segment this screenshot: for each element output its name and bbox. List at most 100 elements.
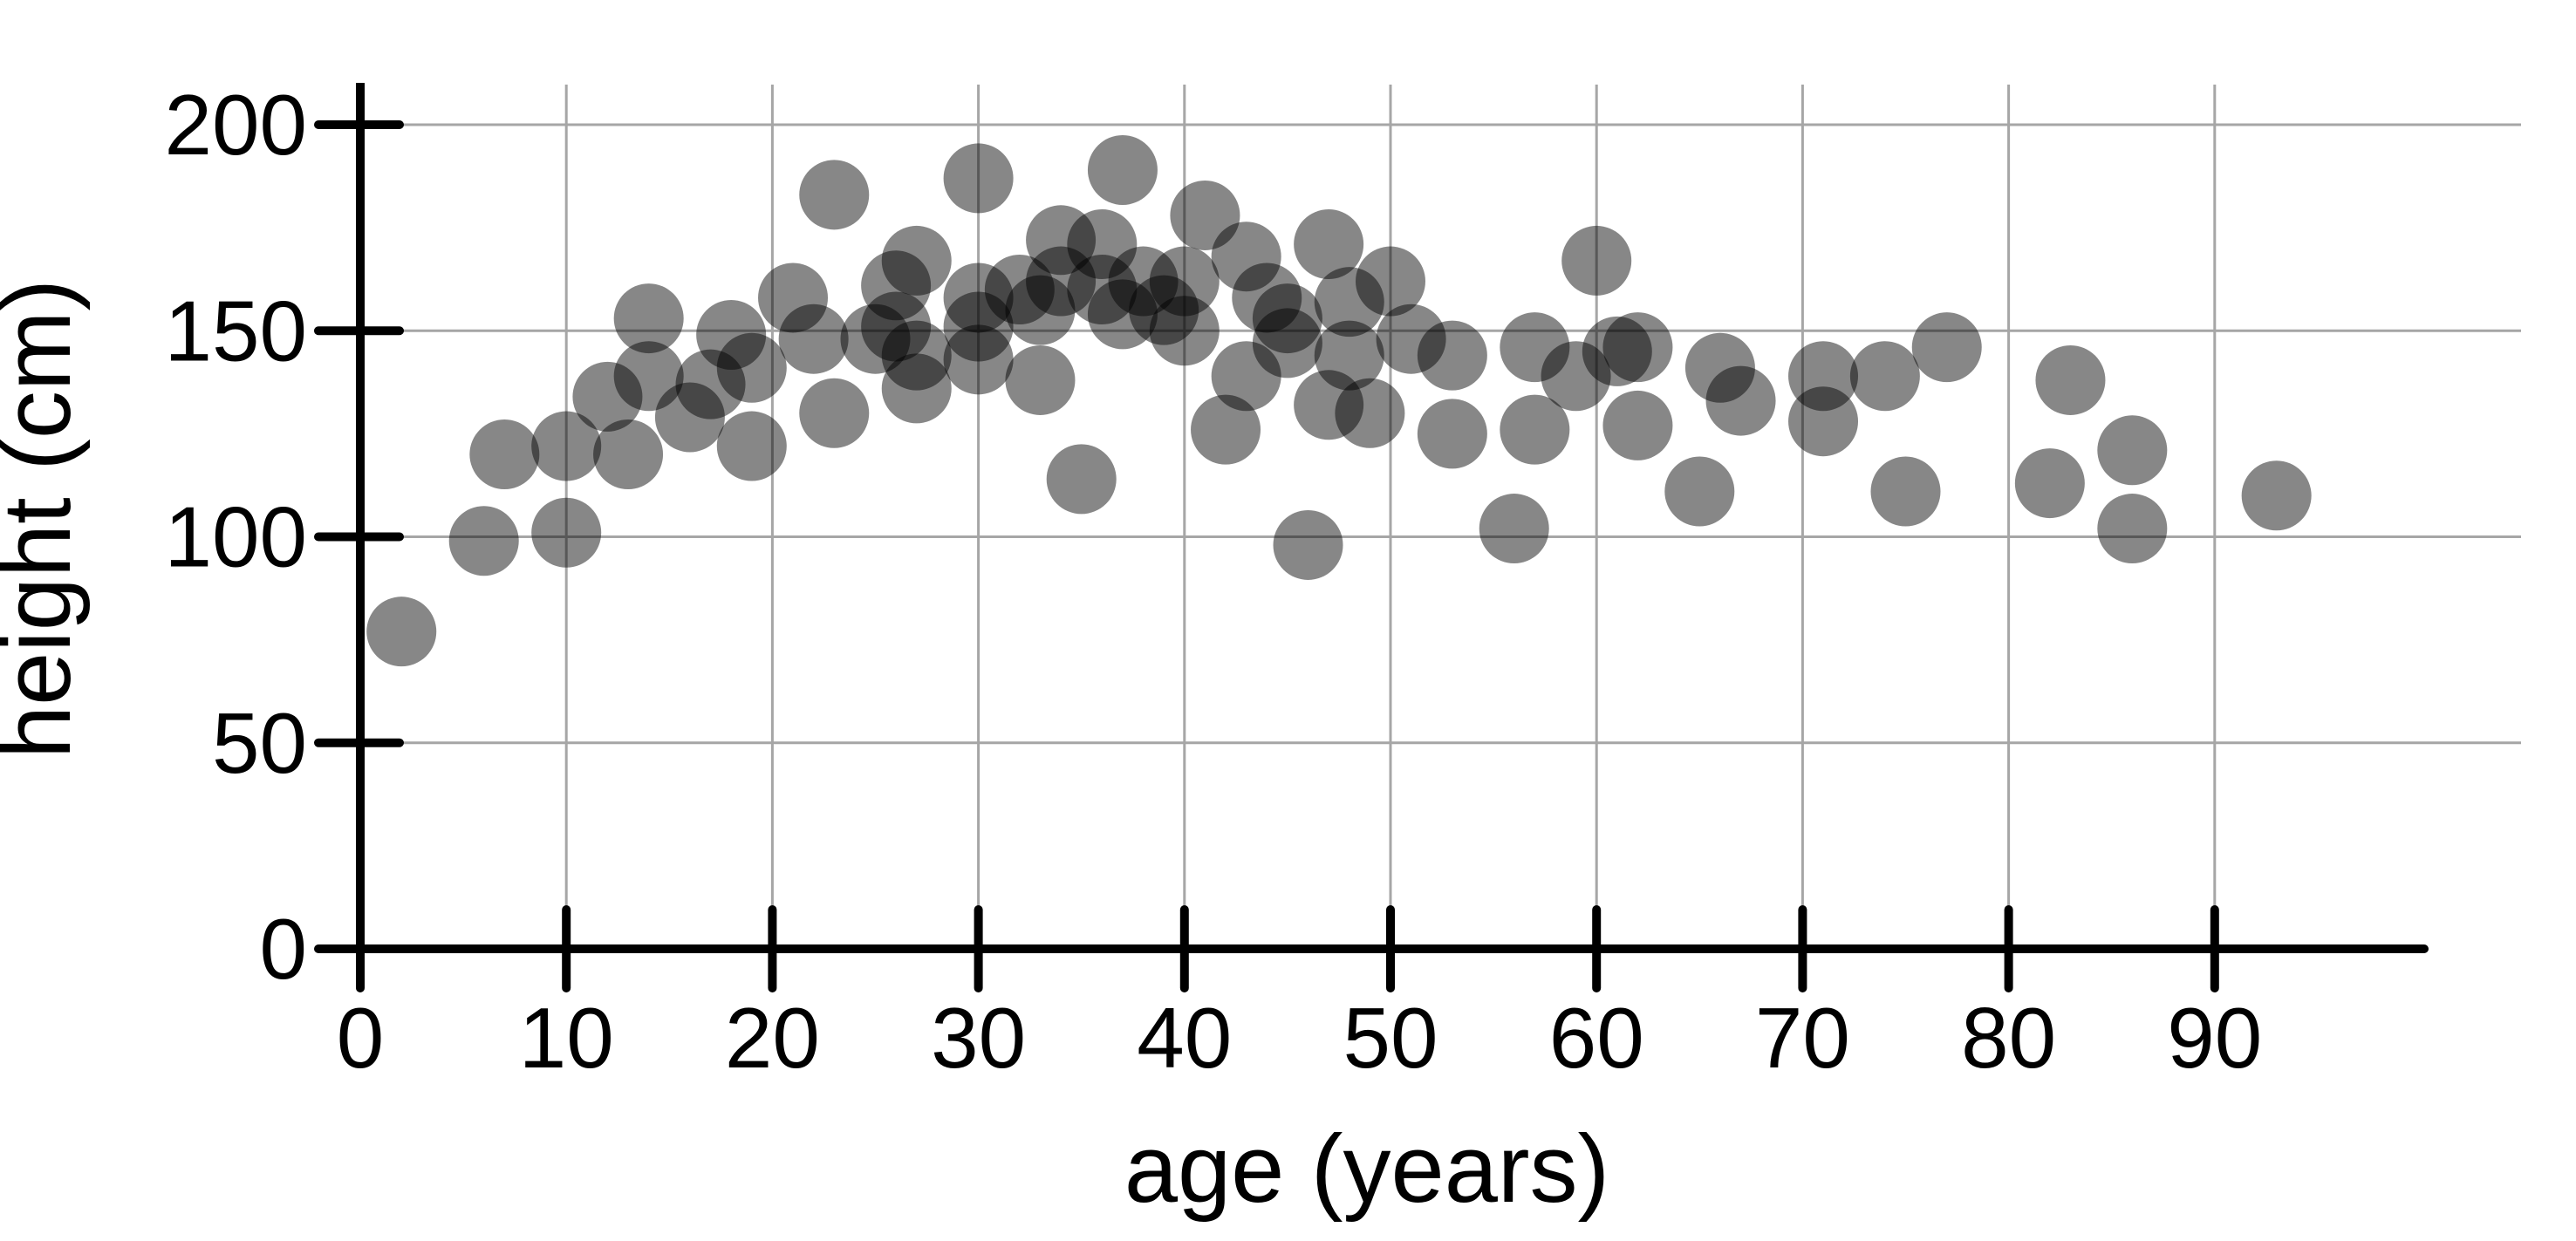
- data-point: [1005, 344, 1076, 415]
- y-tick-label: 0: [259, 901, 307, 997]
- y-tick-label: 150: [164, 283, 307, 378]
- data-point: [1582, 316, 1652, 386]
- data-point: [1129, 275, 1199, 345]
- data-point: [613, 283, 684, 354]
- data-point: [1149, 296, 1220, 366]
- x-tick-label: 20: [725, 990, 820, 1086]
- data-point: [1252, 283, 1322, 354]
- data-point: [1067, 209, 1138, 280]
- data-point: [1356, 246, 1425, 317]
- data-point: [716, 411, 787, 481]
- data-point: [1602, 312, 1673, 383]
- x-tick-label: 50: [1343, 990, 1438, 1086]
- data-point: [593, 419, 664, 489]
- x-tick-label: 30: [931, 990, 1026, 1086]
- data-point: [1108, 246, 1179, 317]
- y-tick-label: 50: [212, 695, 307, 791]
- y-tick-label: 200: [164, 77, 307, 173]
- data-point: [943, 324, 1014, 395]
- data-points-layer: [366, 134, 2312, 667]
- data-point: [881, 353, 952, 424]
- data-point: [613, 341, 684, 412]
- data-point: [1705, 365, 1776, 436]
- data-point: [799, 160, 870, 230]
- data-point: [1684, 332, 1755, 403]
- data-point: [984, 255, 1055, 324]
- data-point: [1087, 134, 1158, 205]
- data-point: [531, 411, 602, 481]
- x-tick-label: 70: [1755, 990, 1850, 1086]
- data-point: [1417, 320, 1487, 391]
- data-point: [1149, 246, 1220, 317]
- data-point: [448, 506, 519, 576]
- x-tick-label: 10: [519, 990, 614, 1086]
- data-point: [1067, 255, 1138, 324]
- data-point: [840, 303, 911, 374]
- data-point: [1376, 303, 1446, 374]
- data-point: [716, 332, 787, 403]
- data-point: [1788, 341, 1859, 412]
- data-point: [1541, 341, 1611, 412]
- x-tick-label: 60: [1549, 990, 1644, 1086]
- data-point: [943, 263, 1014, 333]
- data-point: [572, 361, 643, 432]
- data-point: [1664, 456, 1735, 527]
- data-point: [1602, 390, 1673, 460]
- data-point: [861, 250, 932, 321]
- data-point: [1026, 205, 1097, 276]
- x-tick-label: 90: [2167, 990, 2262, 1086]
- data-point: [1252, 308, 1322, 378]
- x-axis-title: age (years): [1124, 1115, 1609, 1223]
- data-point: [1479, 494, 1549, 564]
- y-axis-title: height (cm): [0, 279, 91, 759]
- data-point: [1788, 386, 1859, 457]
- data-point: [1211, 222, 1281, 292]
- data-point: [675, 349, 746, 419]
- data-point: [469, 419, 540, 489]
- data-point: [799, 378, 870, 448]
- data-point: [1087, 279, 1158, 350]
- grid-layer: [360, 85, 2521, 949]
- x-tick-label: 80: [1961, 990, 2056, 1086]
- data-point: [2014, 448, 2085, 519]
- x-tick-label: 40: [1137, 990, 1232, 1086]
- data-point: [778, 303, 849, 374]
- data-point: [1849, 341, 1920, 412]
- data-point: [1294, 209, 1364, 280]
- data-point: [1211, 341, 1281, 412]
- data-point: [1500, 394, 1570, 465]
- data-point: [1911, 312, 1982, 383]
- y-tick-label: 100: [164, 489, 307, 585]
- data-point: [1294, 370, 1364, 440]
- data-point: [943, 143, 1014, 214]
- data-point: [1870, 456, 1941, 527]
- data-point: [1170, 180, 1240, 250]
- data-point: [1005, 275, 1076, 345]
- data-point: [366, 597, 437, 667]
- data-point: [1500, 312, 1570, 383]
- data-point: [1046, 444, 1117, 515]
- data-point: [696, 299, 767, 370]
- axis-layer: [314, 83, 2429, 992]
- data-point: [861, 291, 932, 362]
- data-point: [1273, 509, 1343, 580]
- data-point: [654, 382, 725, 453]
- data-point: [1561, 225, 1632, 296]
- data-point: [1314, 267, 1384, 338]
- data-point: [1191, 394, 1261, 465]
- data-point: [1335, 378, 1405, 448]
- data-point: [1232, 263, 1302, 333]
- x-tick-label: 0: [337, 990, 385, 1086]
- data-point: [758, 263, 829, 333]
- data-point: [1314, 320, 1384, 391]
- data-point: [881, 225, 952, 296]
- data-point: [2097, 494, 2168, 564]
- data-point: [1026, 246, 1097, 317]
- data-point: [881, 320, 952, 391]
- data-point: [943, 291, 1014, 362]
- data-point: [1417, 399, 1487, 469]
- data-point: [2097, 415, 2168, 486]
- data-point: [2241, 460, 2312, 531]
